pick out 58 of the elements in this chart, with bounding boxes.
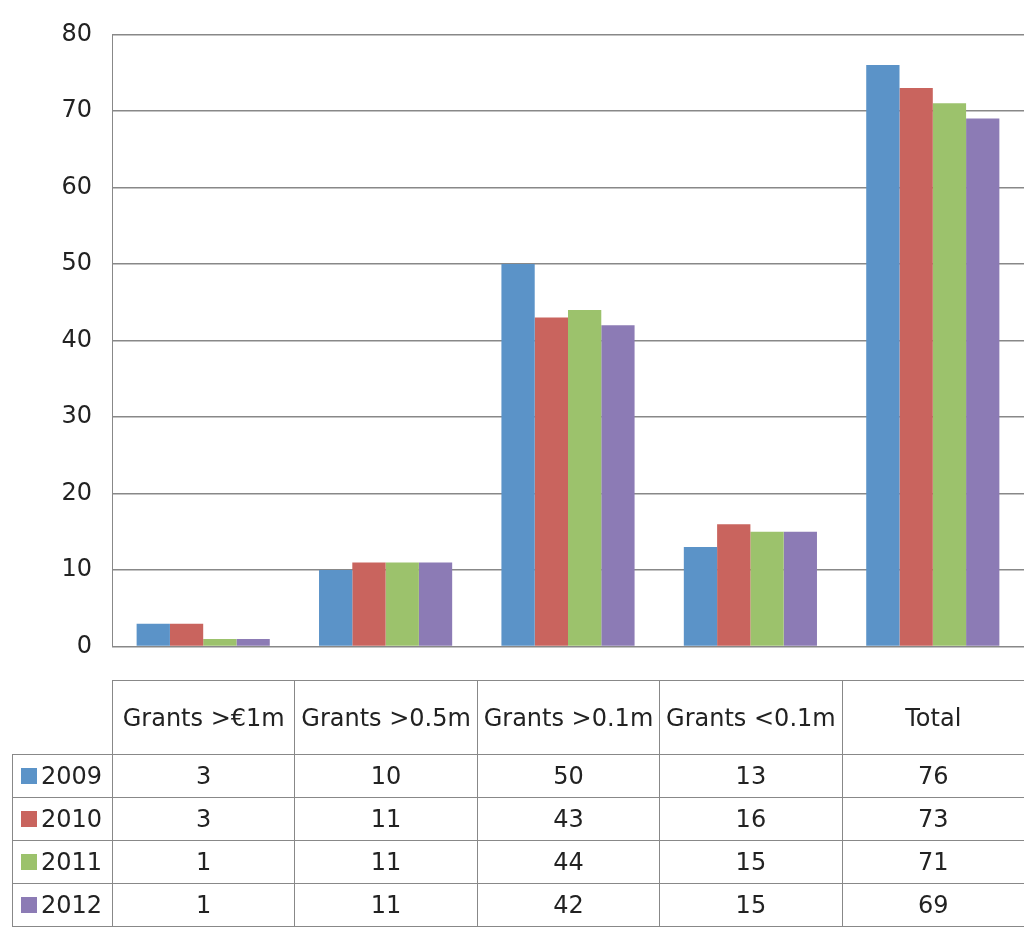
bar bbox=[601, 325, 635, 646]
data-label: 15 bbox=[659, 840, 843, 884]
data-label: 11 bbox=[294, 883, 478, 927]
bar bbox=[418, 562, 453, 646]
bar bbox=[203, 638, 237, 646]
x-tick-label: Grants >0.5m bbox=[294, 680, 478, 755]
bar bbox=[236, 638, 270, 646]
bar bbox=[169, 623, 204, 646]
legend-label: 2011 bbox=[41, 847, 103, 878]
data-label: 1 bbox=[112, 840, 296, 884]
bar bbox=[932, 103, 967, 646]
y-tick-label: 70 bbox=[61, 95, 92, 124]
bar bbox=[750, 531, 784, 646]
bar bbox=[966, 118, 1000, 646]
y-tick-label: 50 bbox=[61, 248, 92, 277]
data-label: 13 bbox=[659, 754, 843, 798]
x-tick-label: Grants <0.1m bbox=[659, 680, 843, 755]
y-tick-label: 30 bbox=[61, 401, 92, 430]
data-label: 3 bbox=[112, 797, 296, 841]
data-label: 71 bbox=[841, 840, 1024, 884]
bar bbox=[534, 317, 568, 646]
data-label: 15 bbox=[659, 883, 843, 927]
y-tick-label: 40 bbox=[61, 324, 92, 353]
bar bbox=[352, 562, 386, 646]
y-tick-label: 60 bbox=[61, 171, 92, 200]
bar bbox=[501, 263, 535, 646]
bar bbox=[683, 547, 718, 646]
x-tick-label: Grants >€1m bbox=[112, 680, 296, 755]
data-label: 50 bbox=[476, 754, 661, 798]
y-tick-label: 10 bbox=[61, 554, 92, 583]
data-label: 73 bbox=[841, 797, 1024, 841]
legend-label: 2010 bbox=[41, 804, 103, 835]
bar bbox=[319, 570, 353, 646]
data-label: 69 bbox=[841, 883, 1024, 927]
bar bbox=[136, 623, 170, 646]
data-label: 10 bbox=[294, 754, 478, 798]
y-tick-label: 0 bbox=[76, 630, 92, 659]
data-label: 3 bbox=[112, 754, 296, 798]
x-tick-label: Total bbox=[841, 680, 1024, 755]
data-label: 42 bbox=[476, 883, 661, 927]
x-tick-label: Grants >0.1m bbox=[476, 680, 661, 755]
legend-label: 2012 bbox=[41, 890, 103, 921]
y-tick-label: 20 bbox=[61, 477, 92, 506]
data-label: 16 bbox=[659, 797, 843, 841]
bar bbox=[899, 87, 933, 646]
data-label: 11 bbox=[294, 840, 478, 884]
data-label: 76 bbox=[841, 754, 1024, 798]
data-label: 44 bbox=[476, 840, 661, 884]
data-label: 43 bbox=[476, 797, 661, 841]
bar bbox=[866, 65, 900, 646]
data-label: 1 bbox=[112, 883, 296, 927]
bar bbox=[783, 531, 817, 646]
data-label: 11 bbox=[294, 797, 478, 841]
bar bbox=[385, 562, 419, 646]
y-tick-label: 80 bbox=[61, 18, 92, 47]
legend-label: 2009 bbox=[41, 761, 103, 792]
bar bbox=[717, 524, 751, 646]
bar bbox=[568, 309, 602, 646]
